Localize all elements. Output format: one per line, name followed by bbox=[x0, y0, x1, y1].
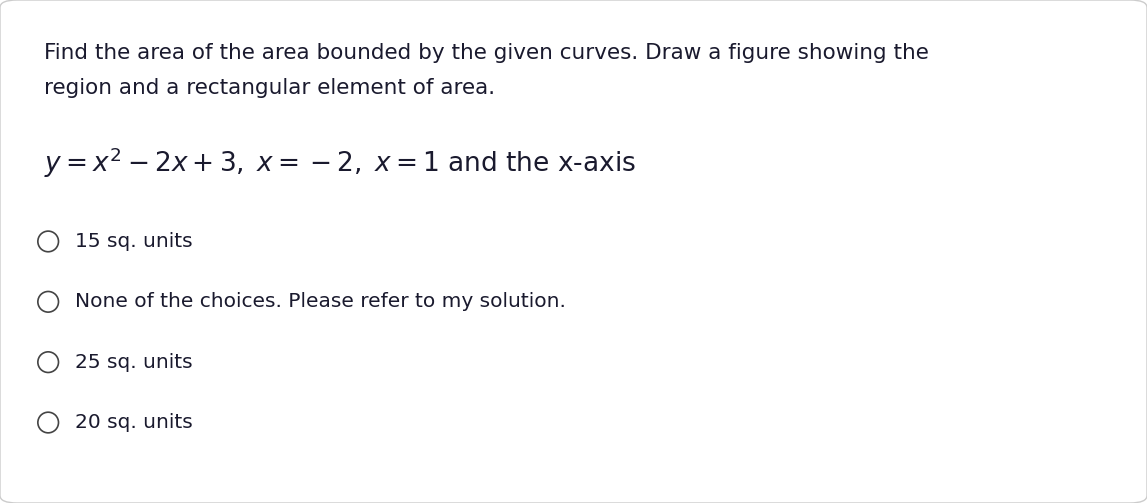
Text: 20 sq. units: 20 sq. units bbox=[75, 413, 193, 432]
Text: Find the area of the area bounded by the given curves. Draw a figure showing the: Find the area of the area bounded by the… bbox=[44, 43, 928, 63]
Text: 25 sq. units: 25 sq. units bbox=[75, 353, 193, 372]
Text: $y = x^2 - 2x + 3, \; x = -2, \; x = 1$ and the x-axis: $y = x^2 - 2x + 3, \; x = -2, \; x = 1$ … bbox=[44, 146, 635, 181]
Text: None of the choices. Please refer to my solution.: None of the choices. Please refer to my … bbox=[75, 292, 565, 311]
Text: region and a rectangular element of area.: region and a rectangular element of area… bbox=[44, 78, 494, 98]
Ellipse shape bbox=[38, 412, 58, 433]
Text: 15 sq. units: 15 sq. units bbox=[75, 232, 193, 251]
Ellipse shape bbox=[38, 231, 58, 252]
Ellipse shape bbox=[38, 291, 58, 312]
Ellipse shape bbox=[38, 352, 58, 373]
